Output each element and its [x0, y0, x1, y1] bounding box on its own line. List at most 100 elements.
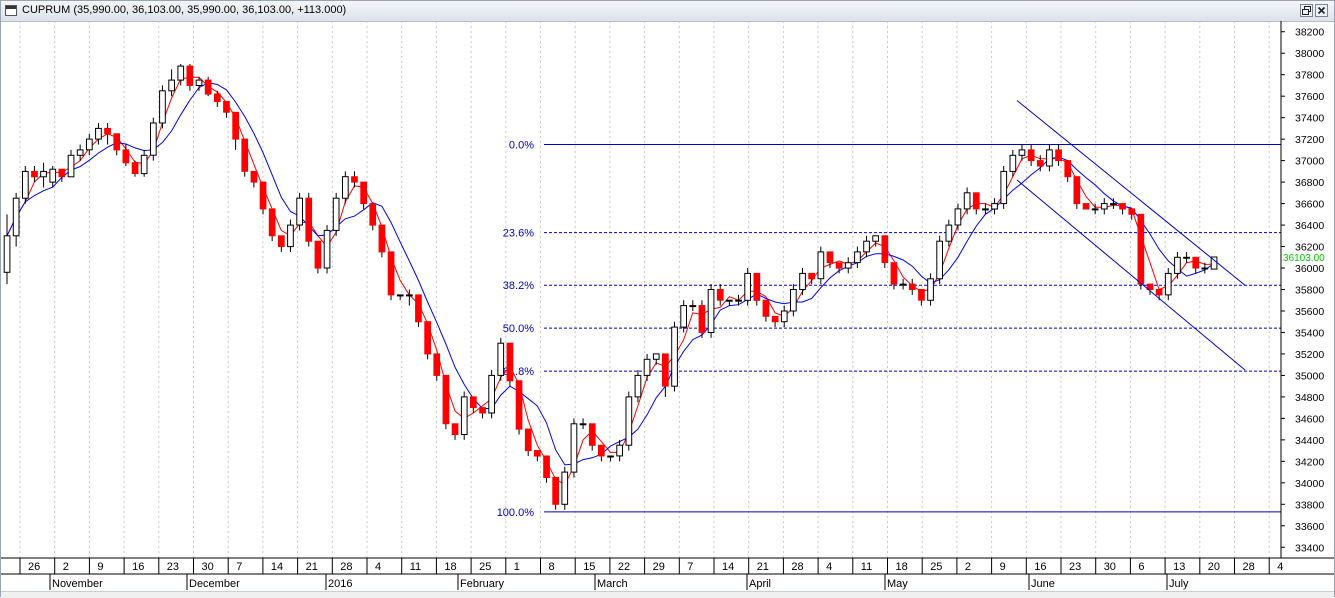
- candle-down: [1137, 213, 1145, 285]
- trend-channel[interactable]: [1016, 100, 1246, 371]
- time-tick-label: 28: [340, 561, 352, 573]
- candle-up: [195, 79, 203, 86]
- candle-down: [369, 203, 377, 226]
- candle-down: [534, 450, 541, 457]
- restore-button[interactable]: [1300, 4, 1313, 17]
- candle-up: [406, 294, 413, 297]
- close-icon: [1317, 6, 1326, 15]
- time-tick-label: 1: [514, 561, 520, 573]
- time-tick-label: 7: [687, 561, 693, 573]
- candle-down: [1027, 149, 1035, 162]
- candle-up: [40, 170, 47, 178]
- candle-down: [588, 423, 596, 446]
- candle-down: [360, 181, 367, 205]
- last-price-label: 36103.00: [1283, 253, 1325, 264]
- price-tick-label: 34800: [1295, 392, 1324, 404]
- month-label: June: [1031, 578, 1055, 590]
- price-chart[interactable]: 0.0%23.6%38.2%50.0%61.8%100.0% 334003360…: [1, 21, 1334, 591]
- time-tick-label: 2: [63, 561, 69, 573]
- time-axis[interactable]: 26 2 9 16 23 30 7 14 21 28 4 11 18 25 1 8 15 22 29 7 14 21 28 4…: [1, 557, 1334, 590]
- candle-down: [1064, 160, 1072, 178]
- candle-up: [1201, 267, 1209, 270]
- price-tick-label: 37800: [1295, 70, 1324, 82]
- candle-up: [982, 208, 989, 211]
- time-tick-label: 29: [653, 561, 665, 573]
- candle-up: [735, 299, 742, 302]
- title-bar: CUPRUM (35,990.00, 36,103.00, 35,990.00,…: [1, 1, 1334, 22]
- candle-up: [625, 396, 633, 446]
- price-tick-label: 35000: [1295, 370, 1324, 382]
- ma-slow-line: [6, 82, 1215, 466]
- candle-down: [543, 455, 550, 478]
- candle-down: [433, 353, 441, 376]
- candle-up: [643, 358, 651, 376]
- candle-up: [963, 192, 971, 210]
- candle-up: [991, 203, 998, 210]
- candle-down: [890, 262, 898, 285]
- time-tick-label: 23: [1069, 561, 1081, 573]
- candle-down: [1146, 283, 1154, 291]
- candle-down: [506, 342, 514, 382]
- candle-up: [844, 262, 852, 269]
- candle-down: [1128, 208, 1136, 215]
- candle-up: [497, 342, 505, 376]
- candle-down: [278, 235, 285, 248]
- candle-up: [323, 229, 331, 269]
- time-tick-label: 11: [410, 561, 421, 573]
- candle-down: [598, 444, 605, 457]
- trend-line-lower[interactable]: [1016, 179, 1246, 371]
- time-tick-label: 18: [896, 561, 908, 573]
- candle-down: [259, 181, 267, 210]
- candle-down: [58, 168, 66, 178]
- time-tick-label: 30: [202, 561, 214, 573]
- candle-up: [899, 283, 907, 286]
- candle-up: [954, 208, 962, 226]
- time-tick-label: 30: [1104, 561, 1116, 573]
- horizontal-scrollbar[interactable]: [1, 591, 1334, 598]
- candle-down: [113, 133, 121, 151]
- time-tick-label: 4: [826, 561, 832, 573]
- time-tick-label: 25: [479, 561, 491, 573]
- candle-up: [1174, 256, 1181, 274]
- candle-up: [12, 197, 20, 237]
- fib-level-label: 38.2%: [503, 280, 534, 292]
- time-tick-label: 13: [1173, 561, 1185, 573]
- time-tick-label: 4: [1277, 561, 1283, 573]
- candle-up: [790, 289, 797, 312]
- trend-line-upper[interactable]: [1016, 100, 1246, 286]
- price-tick-label: 37200: [1295, 134, 1324, 146]
- candle-down: [479, 407, 486, 414]
- candle-down: [442, 374, 450, 425]
- candle-down: [186, 65, 194, 86]
- candle-up: [671, 326, 678, 387]
- price-axis[interactable]: 33400 33600 33800 34000 34200 34400 34600 34800…: [1280, 21, 1325, 558]
- month-label: November: [52, 578, 103, 590]
- time-tick-label: 6: [1138, 561, 1144, 573]
- candle-down: [31, 170, 38, 178]
- candle-up: [872, 235, 879, 242]
- candle-up: [707, 289, 715, 333]
- candle-down: [808, 272, 815, 280]
- candle-up: [936, 240, 943, 280]
- candle-down: [223, 101, 230, 113]
- window-title: CUPRUM (35,990.00, 36,103.00, 35,990.00,…: [22, 4, 347, 16]
- candle-up: [561, 471, 569, 505]
- fibonacci-retracement[interactable]: 0.0%23.6%38.2%50.0%61.8%100.0%: [497, 140, 1281, 519]
- candle-down: [314, 240, 322, 269]
- candle-down: [771, 315, 779, 323]
- candle-down: [378, 224, 386, 253]
- candle-down: [1055, 149, 1062, 162]
- chart-window-icon: [5, 5, 17, 16]
- close-button[interactable]: [1315, 4, 1328, 17]
- price-tick-label: 37400: [1295, 113, 1324, 125]
- price-tick-label: 36000: [1295, 263, 1324, 275]
- month-label: March: [597, 578, 628, 590]
- price-tick-label: 33600: [1295, 521, 1324, 533]
- candle-up: [1009, 154, 1017, 172]
- candle-down: [250, 170, 258, 183]
- price-tick-label: 34600: [1295, 413, 1324, 425]
- time-tick-label: 18: [444, 561, 456, 573]
- candle-down: [451, 423, 459, 435]
- price-tick-label: 34200: [1295, 456, 1324, 468]
